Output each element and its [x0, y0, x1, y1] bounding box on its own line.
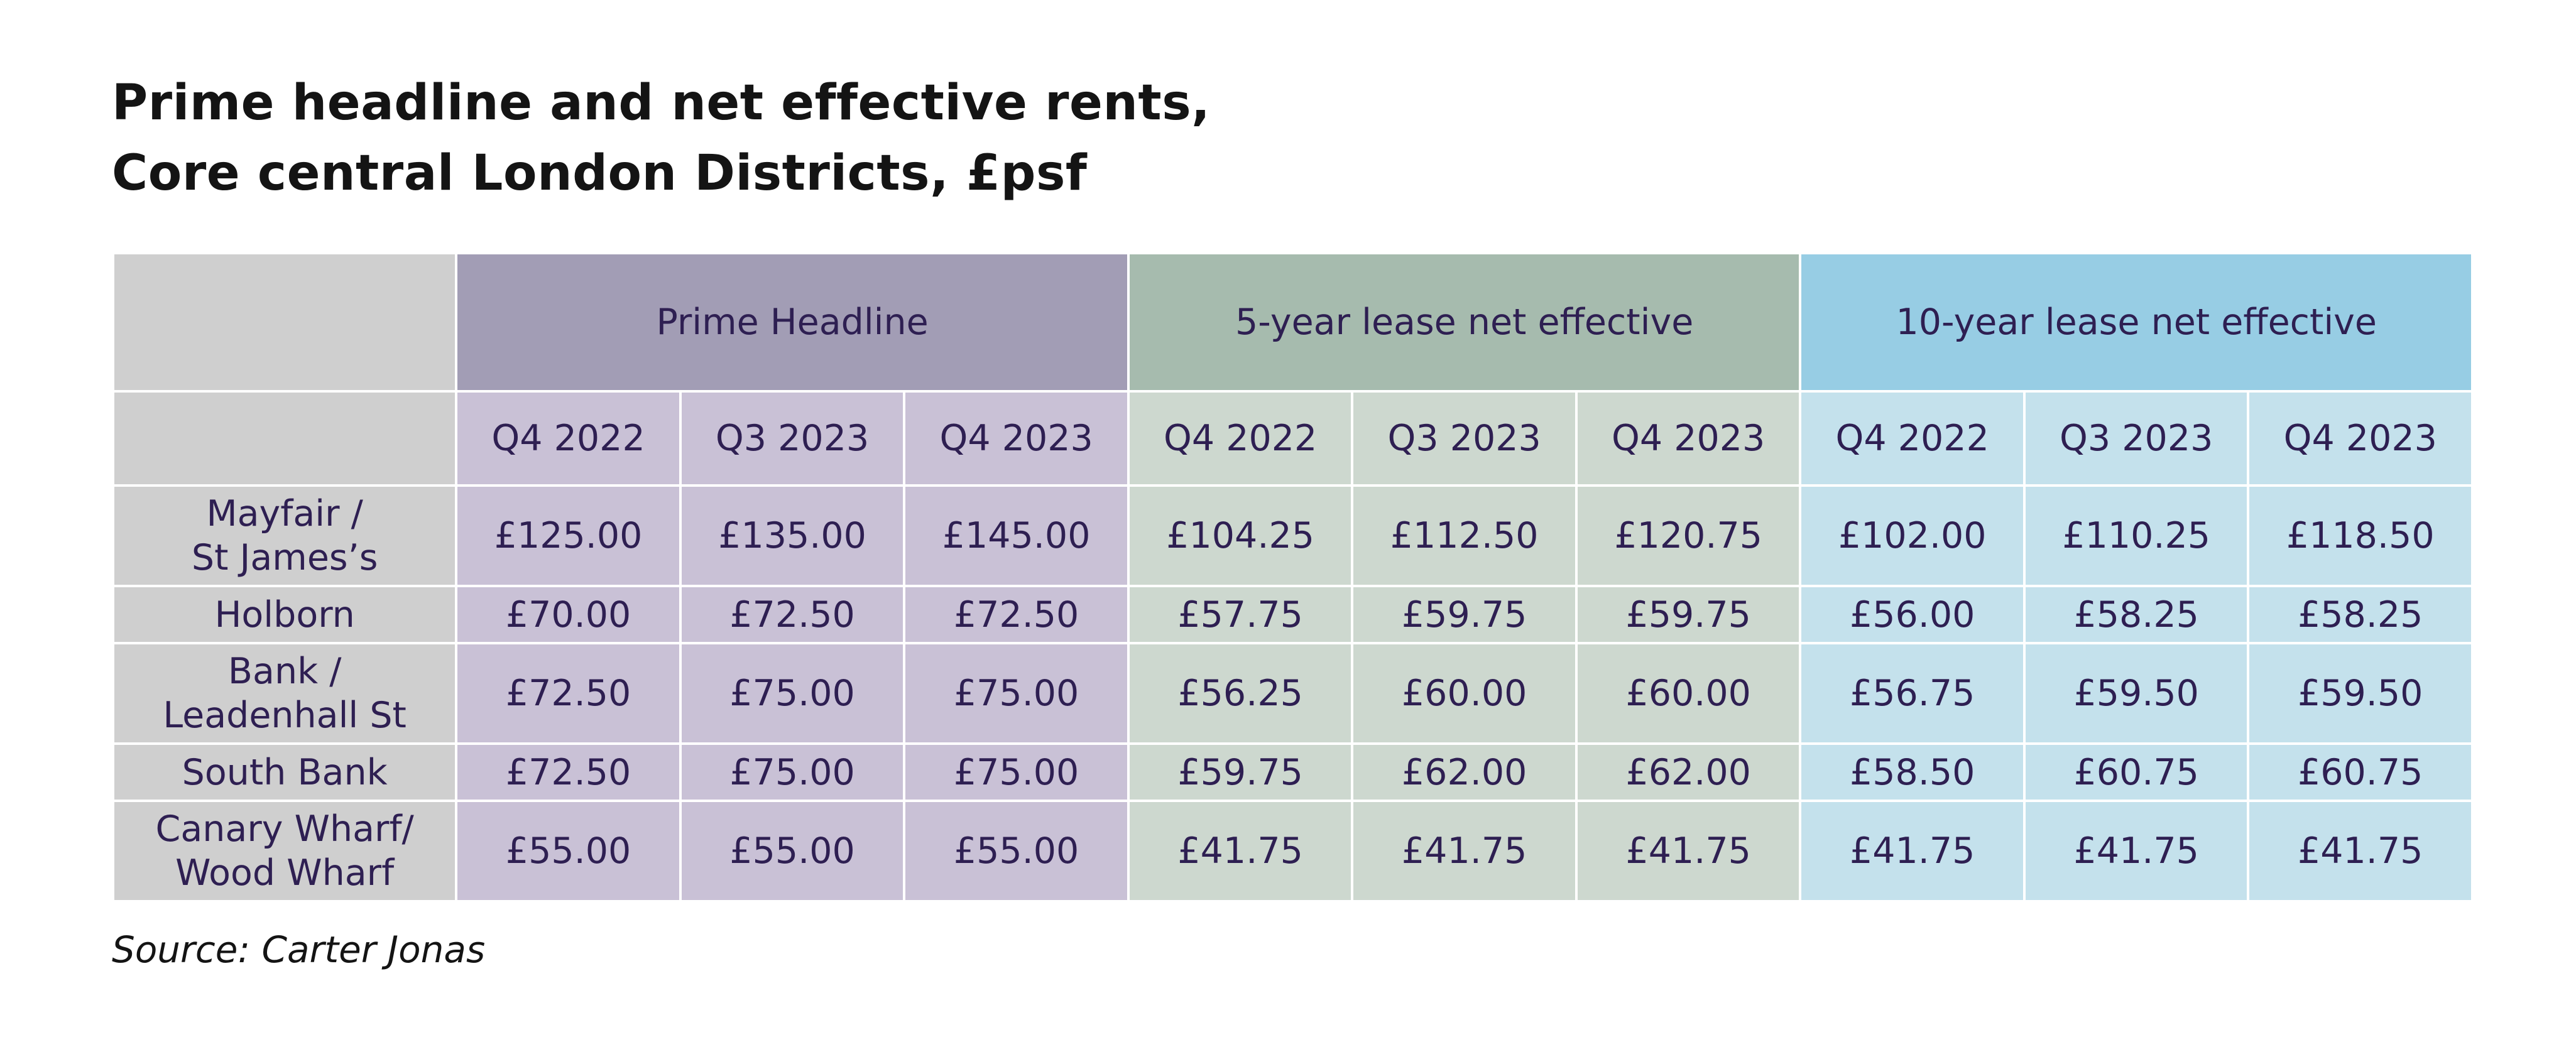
value-cell: £72.50: [903, 585, 1130, 644]
chart-title-line-1: Prime headline and net effective rents,: [112, 75, 1211, 131]
table-row: Bank / Leadenhall St £72.50 £75.00 £75.0…: [111, 642, 2474, 745]
quarter-header-cell: Q4 2022: [1127, 390, 1354, 487]
value-cell: £41.75: [1351, 800, 1578, 903]
value-cell: £62.00: [1351, 742, 1578, 802]
value-cell: £120.75: [1575, 484, 1802, 587]
value-cell: £56.00: [1799, 585, 2026, 644]
group-header-prime-headline: Prime Headline: [455, 252, 1130, 393]
value-cell: £75.00: [903, 642, 1130, 745]
value-cell: £41.75: [1799, 800, 2026, 903]
value-cell: £70.00: [455, 585, 682, 644]
value-cell: £55.00: [903, 800, 1130, 903]
row-label: South Bank: [111, 742, 458, 802]
row-label: Holborn: [111, 585, 458, 644]
table-row: Holborn £70.00 £72.50 £72.50 £57.75 £59.…: [111, 585, 2474, 644]
value-cell: £60.00: [1351, 642, 1578, 745]
row-label-line: South Bank: [182, 751, 388, 793]
value-cell: £59.50: [2247, 642, 2474, 745]
value-cell: £56.25: [1127, 642, 1354, 745]
value-cell: £62.00: [1575, 742, 1802, 802]
row-label-line: Bank /: [227, 651, 342, 692]
value-cell: £60.00: [1575, 642, 1802, 745]
value-cell: £125.00: [455, 484, 682, 587]
corner-cell-quarters: [111, 390, 458, 487]
value-cell: £135.00: [679, 484, 906, 587]
value-cell: £58.50: [1799, 742, 2026, 802]
value-cell: £57.75: [1127, 585, 1354, 644]
value-cell: £104.25: [1127, 484, 1354, 587]
quarter-header-cell: Q4 2023: [2247, 390, 2474, 487]
row-label-line: Canary Wharf/: [155, 808, 414, 850]
value-cell: £60.75: [2022, 742, 2250, 802]
group-header-5-year-net-effective: 5-year lease net effective: [1127, 252, 1802, 393]
row-label-line: St James’s: [191, 537, 378, 578]
group-header-row: Prime Headline 5-year lease net effectiv…: [111, 252, 2474, 393]
row-label-line: Mayfair /: [206, 493, 363, 534]
quarter-header-cell: Q4 2023: [1575, 390, 1802, 487]
row-label: Canary Wharf/ Wood Wharf: [111, 800, 458, 903]
quarter-header-cell: Q4 2022: [1799, 390, 2026, 487]
source-note: Source: Carter Jonas: [112, 928, 486, 971]
value-cell: £145.00: [903, 484, 1130, 587]
rents-table: Prime Headline 5-year lease net effectiv…: [111, 252, 2474, 903]
row-label: Bank / Leadenhall St: [111, 642, 458, 745]
quarter-header-cell: Q3 2023: [679, 390, 906, 487]
chart-title: Prime headline and net effective rents, …: [112, 68, 1210, 209]
value-cell: £41.75: [1127, 800, 1354, 903]
value-cell: £72.50: [455, 742, 682, 802]
table-row: South Bank £72.50 £75.00 £75.00 £59.75 £…: [111, 742, 2474, 802]
quarter-header-cell: Q3 2023: [1351, 390, 1578, 487]
quarter-header-cell: Q4 2022: [455, 390, 682, 487]
quarter-header-cell: Q3 2023: [2022, 390, 2250, 487]
value-cell: £58.25: [2022, 585, 2250, 644]
value-cell: £41.75: [1575, 800, 1802, 903]
corner-cell: [111, 252, 458, 393]
value-cell: £59.75: [1575, 585, 1802, 644]
table-row: Canary Wharf/ Wood Wharf £55.00 £55.00 £…: [111, 800, 2474, 903]
value-cell: £75.00: [679, 642, 906, 745]
value-cell: £59.50: [2022, 642, 2250, 745]
value-cell: £72.50: [679, 585, 906, 644]
value-cell: £55.00: [455, 800, 682, 903]
value-cell: £75.00: [679, 742, 906, 802]
value-cell: £55.00: [679, 800, 906, 903]
value-cell: £41.75: [2247, 800, 2474, 903]
value-cell: £59.75: [1351, 585, 1578, 644]
value-cell: £60.75: [2247, 742, 2474, 802]
value-cell: £56.75: [1799, 642, 2026, 745]
value-cell: £72.50: [455, 642, 682, 745]
value-cell: £59.75: [1127, 742, 1354, 802]
value-cell: £58.25: [2247, 585, 2474, 644]
quarter-header-cell: Q4 2023: [903, 390, 1130, 487]
chart-title-line-2: Core central London Districts, £psf: [112, 145, 1088, 202]
row-label-line: Wood Wharf: [175, 852, 395, 894]
row-label: Mayfair / St James’s: [111, 484, 458, 587]
value-cell: £112.50: [1351, 484, 1578, 587]
value-cell: £118.50: [2247, 484, 2474, 587]
row-label-line: Holborn: [214, 594, 355, 636]
value-cell: £41.75: [2022, 800, 2250, 903]
row-label-line: Leadenhall St: [163, 695, 407, 736]
table-row: Mayfair / St James’s £125.00 £135.00 £14…: [111, 484, 2474, 587]
group-header-10-year-net-effective: 10-year lease net effective: [1799, 252, 2474, 393]
value-cell: £102.00: [1799, 484, 2026, 587]
value-cell: £75.00: [903, 742, 1130, 802]
quarter-header-row: Q4 2022 Q3 2023 Q4 2023 Q4 2022 Q3 2023 …: [111, 390, 2474, 487]
value-cell: £110.25: [2022, 484, 2250, 587]
